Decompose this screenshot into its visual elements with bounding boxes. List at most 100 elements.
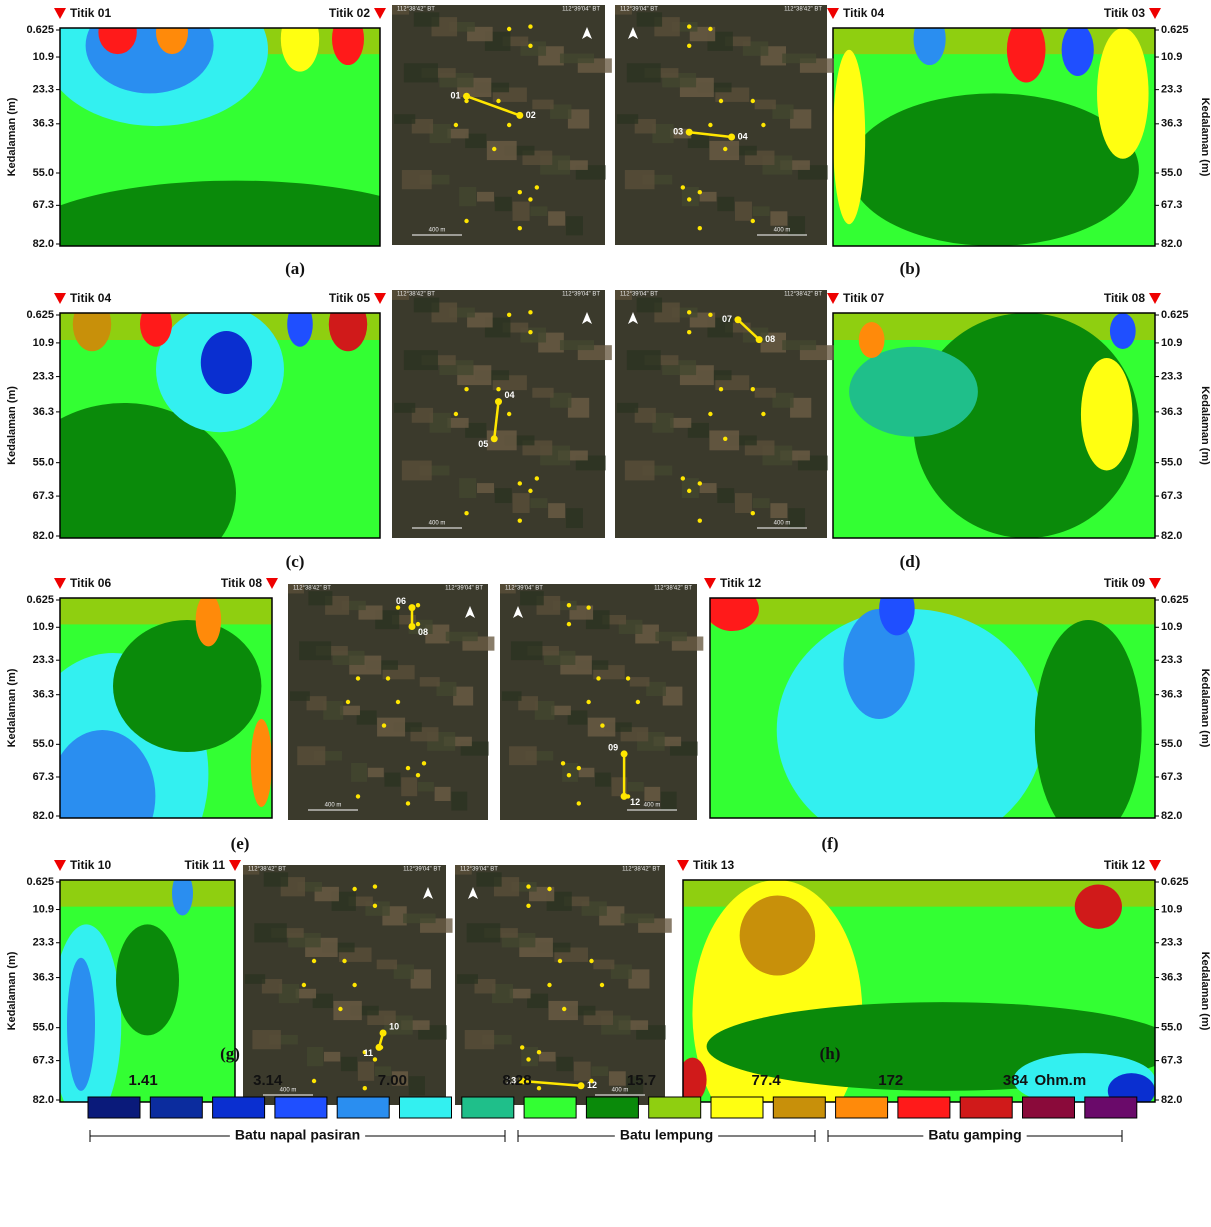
- map-point: [405, 765, 411, 771]
- map-texture: [456, 974, 478, 984]
- tick-label: 36.3: [33, 406, 54, 418]
- tick-label: 67.3: [33, 490, 54, 502]
- axis-label: Kedalaman (m): [6, 386, 18, 465]
- map-texture: [527, 646, 559, 656]
- map-texture: [322, 942, 355, 953]
- tick-label: 10.9: [33, 621, 54, 633]
- survey-point: [379, 1029, 387, 1037]
- group-label-bg: [614, 1126, 719, 1143]
- map-texture: [313, 751, 342, 761]
- survey-line: [492, 401, 500, 439]
- map-texture: [401, 1020, 430, 1030]
- map-texture: [393, 114, 416, 124]
- tick-label: 36.3: [33, 971, 54, 983]
- map-point: [596, 676, 601, 681]
- tick-label: 0.625: [26, 309, 54, 321]
- station-label: Titik 09: [1104, 576, 1145, 590]
- tick-label: 67.3: [33, 771, 54, 783]
- section-blob: [287, 313, 313, 347]
- point-label: 01: [451, 91, 461, 101]
- map-texture: [475, 82, 510, 93]
- map-point: [311, 958, 317, 964]
- map-texture: [681, 187, 699, 207]
- resistivity-section: [710, 598, 1155, 818]
- map-texture: [271, 928, 304, 938]
- map-texture: [350, 1005, 379, 1016]
- map-point: [342, 958, 347, 964]
- map-texture: [367, 767, 384, 778]
- map-texture: [699, 483, 717, 494]
- map-texture: [565, 508, 583, 529]
- map-texture: [727, 145, 757, 156]
- tick-label: 82.0: [1161, 238, 1182, 250]
- map-texture: [403, 63, 438, 83]
- map-texture: [525, 751, 554, 761]
- map-texture: [754, 99, 776, 110]
- survey-line: [522, 1079, 582, 1088]
- map-texture: [752, 498, 770, 509]
- legend-swatch: [399, 1096, 452, 1119]
- station-marker: [374, 293, 386, 304]
- station-marker: [54, 8, 66, 19]
- station-marker: [827, 8, 839, 19]
- map-texture: [734, 493, 752, 513]
- legend-value: 77.4: [752, 1072, 782, 1089]
- tick-label: 0.625: [26, 876, 54, 888]
- section-blob: [332, 28, 364, 66]
- map-texture: [618, 1020, 649, 1030]
- tick-label: 0.625: [26, 594, 54, 606]
- section-blob: [250, 719, 272, 807]
- resistivity-section: [60, 28, 380, 246]
- tick-label: 82.0: [33, 530, 54, 542]
- tick-label: 55.0: [33, 457, 54, 469]
- map-point: [750, 387, 755, 392]
- legend-swatch: [959, 1096, 1013, 1119]
- map-texture: [790, 397, 812, 418]
- section-blob: [1097, 28, 1149, 159]
- coord-label: 112°38'42" BT: [622, 867, 660, 873]
- map-texture: [376, 959, 398, 970]
- map-point: [362, 1050, 367, 1055]
- station-marker: [1149, 293, 1161, 304]
- map-point: [355, 794, 361, 799]
- section-blob: [156, 28, 188, 55]
- coord-label: 112°39'04" BT: [505, 586, 543, 592]
- point-label: 06: [396, 596, 406, 606]
- legend-value: 7.00: [378, 1072, 407, 1089]
- section-blob: [172, 880, 193, 916]
- survey-point: [728, 133, 736, 141]
- map-texture: [299, 641, 332, 661]
- station-label: Titik 05: [329, 291, 370, 305]
- map-point: [415, 603, 421, 608]
- survey-line: [689, 130, 732, 139]
- map-texture: [752, 206, 770, 217]
- coord-label: 112°39'04" BT: [403, 867, 441, 873]
- group-label: Batu gamping: [928, 1127, 1021, 1143]
- map-texture: [392, 5, 410, 15]
- tick-label: 23.3: [1161, 654, 1182, 666]
- north-arrow: [582, 27, 592, 39]
- map-texture: [532, 99, 554, 110]
- tick-label: 23.3: [1161, 370, 1182, 382]
- map-texture: [323, 1051, 341, 1062]
- map-texture: [408, 1076, 425, 1096]
- map-point: [687, 329, 692, 335]
- tick-label: 55.0: [1161, 457, 1182, 469]
- legend-value: 1.41: [129, 1072, 158, 1089]
- map-texture: [653, 736, 682, 747]
- tick-label: 67.3: [1161, 490, 1182, 502]
- legend-swatch: [87, 1096, 141, 1119]
- map-texture: [655, 631, 687, 642]
- north-arrow: [582, 312, 592, 324]
- map-texture: [687, 133, 709, 149]
- point-label: 05: [478, 439, 488, 449]
- scale-label: 400 m: [325, 803, 342, 809]
- map-texture: [770, 503, 788, 519]
- map-texture: [670, 417, 692, 428]
- map-point: [697, 481, 702, 486]
- map-texture: [530, 498, 548, 509]
- map-texture: [551, 705, 571, 716]
- map-texture: [564, 896, 590, 907]
- map-texture: [500, 584, 516, 594]
- section-blob: [1074, 884, 1122, 929]
